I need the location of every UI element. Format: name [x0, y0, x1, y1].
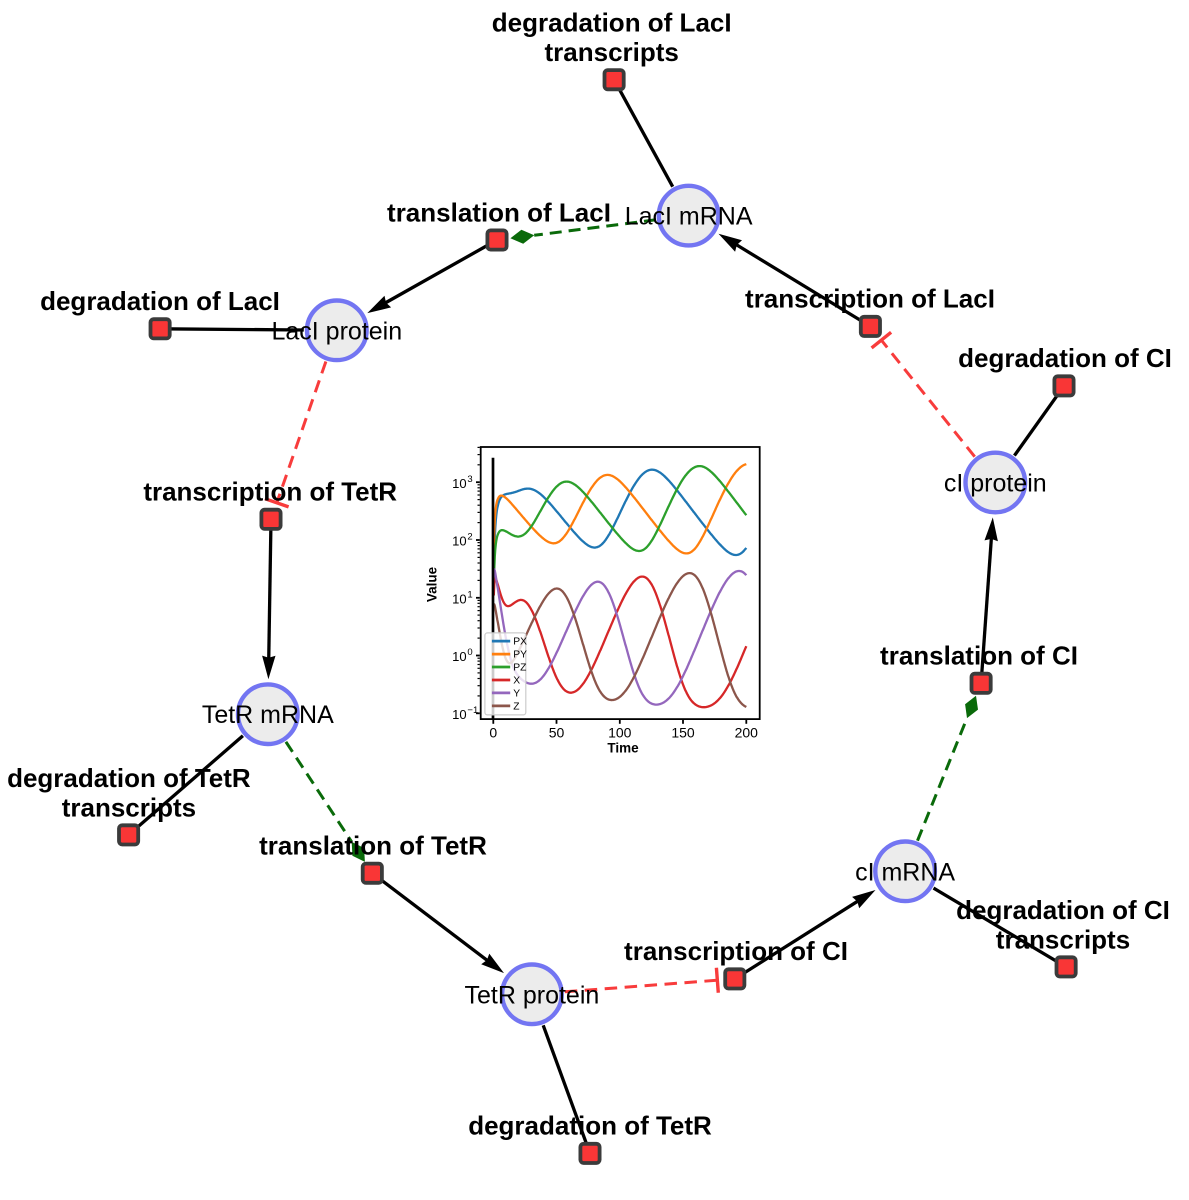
svg-text:PY: PY	[513, 650, 527, 661]
svg-text:transcription of CI: transcription of CI	[624, 936, 848, 966]
svg-text:−1: −1	[467, 705, 478, 716]
svg-text:transcripts: transcripts	[545, 37, 679, 67]
svg-text:150: 150	[671, 725, 695, 741]
svg-text:Time: Time	[607, 741, 639, 756]
svg-text:LacI protein: LacI protein	[271, 317, 402, 345]
svg-text:transcription of LacI: transcription of LacI	[745, 284, 995, 314]
svg-text:200: 200	[735, 725, 759, 741]
svg-text:X: X	[513, 676, 520, 687]
svg-text:transcripts: transcripts	[62, 792, 196, 822]
svg-text:0: 0	[467, 647, 472, 658]
svg-text:50: 50	[549, 725, 565, 741]
svg-text:degradation of LacI: degradation of LacI	[492, 8, 732, 38]
svg-text:degradation of CI: degradation of CI	[958, 343, 1172, 373]
svg-text:10: 10	[452, 707, 466, 722]
svg-text:3: 3	[467, 474, 472, 485]
svg-text:10: 10	[452, 649, 466, 664]
svg-text:10: 10	[452, 591, 466, 606]
svg-text:degradation of TetR: degradation of TetR	[468, 1111, 712, 1141]
svg-text:translation of LacI: translation of LacI	[387, 197, 611, 227]
svg-text:transcription of TetR: transcription of TetR	[143, 477, 397, 507]
svg-text:2: 2	[467, 532, 472, 543]
svg-text:100: 100	[608, 725, 632, 741]
svg-text:PZ: PZ	[513, 663, 526, 674]
svg-text:TetR protein: TetR protein	[465, 981, 600, 1009]
svg-text:PX: PX	[513, 637, 527, 648]
svg-text:degradation of TetR: degradation of TetR	[7, 763, 251, 793]
svg-text:10: 10	[452, 476, 466, 491]
svg-text:Y: Y	[513, 689, 520, 700]
svg-text:0: 0	[489, 725, 497, 741]
svg-text:TetR mRNA: TetR mRNA	[202, 701, 334, 729]
svg-text:1: 1	[467, 589, 472, 600]
svg-text:cI protein: cI protein	[944, 470, 1047, 498]
svg-text:LacI mRNA: LacI mRNA	[625, 203, 753, 231]
svg-text:transcripts: transcripts	[996, 924, 1130, 954]
svg-text:translation of TetR: translation of TetR	[259, 831, 487, 861]
svg-text:degradation of LacI: degradation of LacI	[40, 286, 280, 316]
svg-text:cI mRNA: cI mRNA	[855, 858, 955, 886]
svg-text:10: 10	[452, 534, 466, 549]
svg-text:Z: Z	[513, 702, 519, 713]
svg-text:translation of CI: translation of CI	[880, 641, 1078, 671]
svg-text:Value: Value	[425, 566, 440, 602]
svg-text:degradation of CI: degradation of CI	[956, 895, 1170, 925]
